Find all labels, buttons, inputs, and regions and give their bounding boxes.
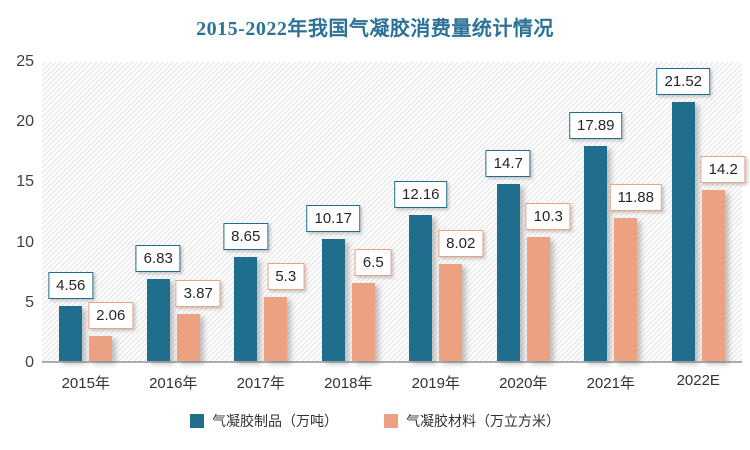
bar-materials-2017年	[264, 297, 288, 361]
plot-area: 4.56 2.06 6.83 3.87 8.65 5.3 10.17 6.5 12.16 8.02…	[42, 62, 746, 363]
bar-group-2017年: 8.65 5.3	[217, 62, 305, 361]
x-tick-label: 2016年	[149, 375, 198, 392]
x-tick-label: 2015年	[61, 375, 110, 392]
bar-products-2015年	[59, 306, 83, 361]
data-label-products-2016年: 6.83	[135, 244, 181, 272]
data-label-materials-2019年: 8.02	[438, 230, 484, 258]
x-tick-label: 2017年	[236, 375, 285, 392]
data-label-materials-2015年: 2.06	[88, 302, 134, 330]
legend-swatch-products-icon	[190, 414, 204, 428]
bar-products-2020年	[496, 184, 520, 361]
x-tick-label: 2019年	[411, 375, 460, 392]
bar-materials-2018年	[351, 282, 375, 361]
chart-title: 2015-2022年我国气凝胶消费量统计情况	[196, 18, 554, 40]
y-tick-label: 25	[16, 53, 34, 70]
y-tick-label: 20	[16, 113, 34, 131]
data-label-products-2021年: 17.89	[568, 111, 623, 139]
data-label-products-2018年: 10.17	[306, 204, 361, 232]
data-label-products-2022E: 21.52	[656, 67, 711, 95]
legend: 气凝胶制品（万吨） 气凝胶材料（万立方米）	[0, 411, 750, 431]
y-tick-label: 0	[25, 354, 34, 371]
data-label-products-2019年: 12.16	[393, 180, 448, 208]
legend-label-materials: 气凝胶材料（万立方米）	[406, 413, 560, 429]
data-label-materials-2016年: 3.87	[175, 280, 221, 308]
bar-group-2021年: 17.89 11.88	[567, 62, 662, 361]
bar-materials-2016年	[176, 314, 200, 361]
bar-products-2016年	[146, 278, 170, 361]
bar-products-2021年	[584, 145, 608, 361]
data-label-materials-2017年: 5.3	[267, 263, 305, 291]
x-axis: 2015年 2016年 2017年 2018年 2019年 2020年 2021年 2022E	[42, 372, 742, 393]
bar-materials-2019年	[439, 264, 463, 361]
legend-label-products: 气凝胶制品（万吨）	[212, 413, 338, 429]
legend-item-materials: 气凝胶材料（万立方米）	[384, 411, 560, 431]
bar-products-2018年	[321, 238, 345, 361]
x-tick-label: 2022E	[676, 372, 720, 389]
data-label-materials-2018年: 6.5	[354, 248, 392, 276]
bar-group-2018年: 10.17 6.5	[305, 62, 393, 361]
y-tick-label: 10	[16, 233, 34, 251]
y-tick-label: 15	[16, 173, 34, 191]
y-tick-label: 5	[25, 293, 34, 311]
bar-materials-2015年	[89, 336, 113, 361]
bar-materials-2021年	[614, 217, 638, 361]
bar-group-2020年: 14.7 10.3	[480, 62, 571, 361]
bar-materials-2022E	[701, 190, 725, 361]
legend-item-products: 气凝胶制品（万吨）	[190, 411, 338, 431]
data-label-products-2020年: 14.7	[485, 150, 531, 178]
x-tick-label: 2018年	[324, 375, 373, 392]
bar-products-2022E	[671, 101, 695, 361]
x-tick-label: 2021年	[586, 375, 635, 392]
bar-group-2015年: 4.56 2.06	[42, 62, 134, 361]
bar-materials-2020年	[526, 237, 550, 361]
bar-products-2019年	[409, 214, 433, 361]
data-label-materials-2020年: 10.3	[525, 203, 571, 230]
data-label-products-2015年: 4.56	[48, 272, 94, 300]
bar-group-2022E: 21.52 14.2	[655, 62, 746, 361]
data-label-materials-2021年: 11.88	[609, 183, 662, 211]
bar-products-2017年	[234, 256, 258, 361]
legend-swatch-materials-icon	[384, 414, 398, 428]
bar-group-2019年: 12.16 8.02	[392, 62, 484, 361]
data-label-materials-2022E: 14.2	[700, 156, 746, 184]
data-label-products-2017年: 8.65	[223, 222, 269, 250]
bar-group-2016年: 6.83 3.87	[130, 62, 221, 361]
x-tick-label: 2020年	[499, 375, 548, 392]
